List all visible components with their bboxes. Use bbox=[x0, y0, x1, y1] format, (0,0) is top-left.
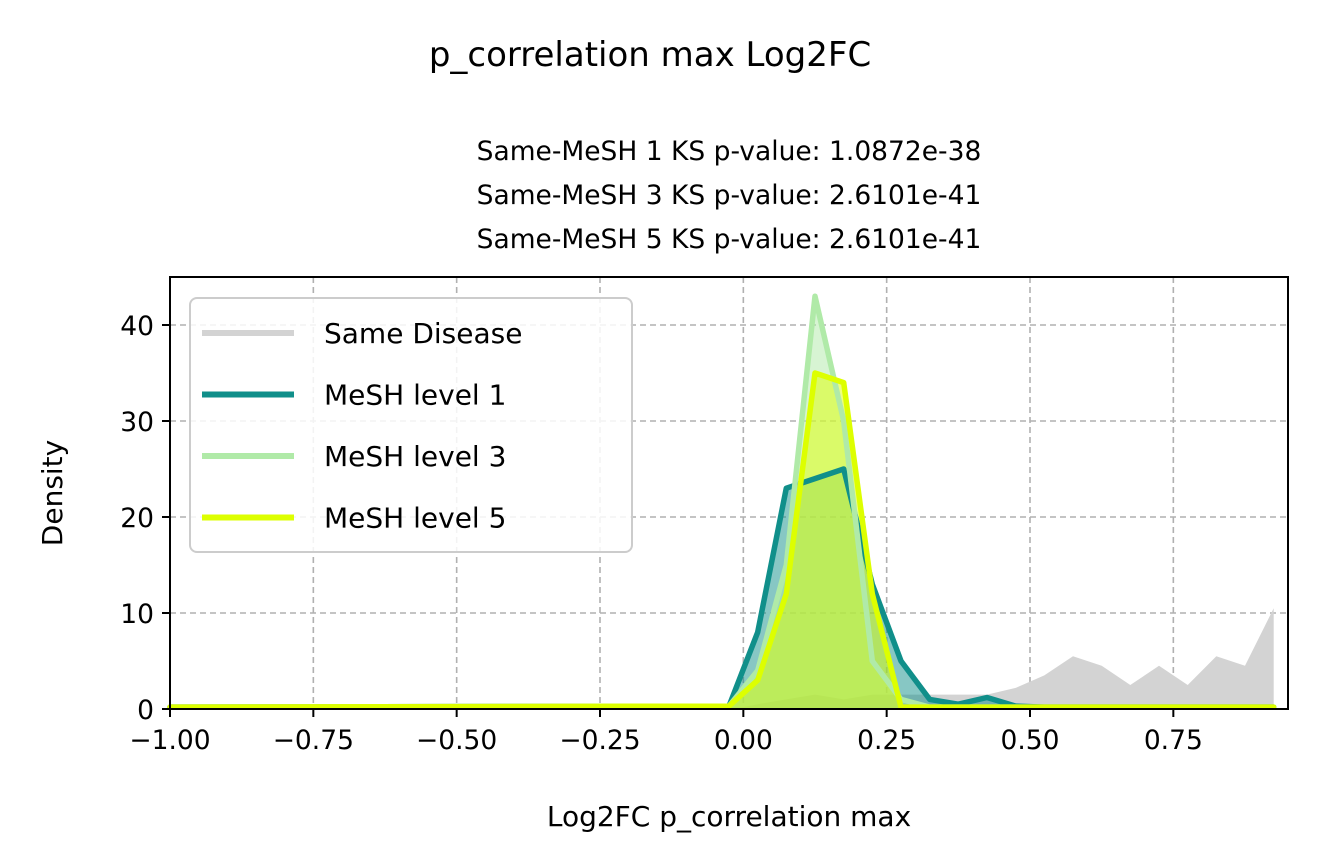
legend-items: Same Disease MeSH level 1 MeSH level 3 MeSH… bbox=[202, 317, 522, 535]
chart-subtitle-line-3: Same-MeSH 5 KS p-value: 2.6101e-41 bbox=[477, 224, 982, 255]
y-tick-label: 0 bbox=[137, 695, 154, 726]
x-axis-ticks: −1.00 −0.75 −0.50 −0.25 0.00 0.25 0.50 0.75 bbox=[129, 709, 1203, 756]
series-fill-same-disease bbox=[170, 608, 1274, 709]
y-axis-ticks: 0 10 20 30 40 bbox=[120, 311, 170, 726]
chart-subtitle-line-1: Same-MeSH 1 KS p-value: 1.0872e-38 bbox=[477, 136, 982, 167]
x-tick-label: 0.25 bbox=[857, 725, 916, 756]
legend-label-mesh-level-3: MeSH level 3 bbox=[324, 440, 506, 473]
chart-subtitle-line-2: Same-MeSH 3 KS p-value: 2.6101e-41 bbox=[477, 180, 982, 211]
density-fills bbox=[170, 296, 1274, 709]
series-line-mesh-level-3 bbox=[167, 293, 1277, 710]
density-lines bbox=[167, 293, 1277, 710]
y-tick-label: 40 bbox=[120, 311, 154, 342]
chart-title: p_correlation max Log2FC bbox=[429, 35, 871, 75]
x-tick-label: 0.75 bbox=[1144, 725, 1203, 756]
legend-label-mesh-level-5: MeSH level 5 bbox=[324, 502, 506, 535]
y-tick-label: 30 bbox=[120, 407, 154, 438]
x-tick-label: −0.75 bbox=[273, 725, 354, 756]
y-tick-label: 20 bbox=[120, 503, 154, 534]
x-tick-label: 0.50 bbox=[1000, 725, 1059, 756]
y-axis-label: Density bbox=[36, 440, 69, 546]
x-tick-label: 0.00 bbox=[714, 725, 773, 756]
plot-frame bbox=[169, 276, 1289, 710]
y-tick-label: 10 bbox=[120, 599, 154, 630]
legend-label-mesh-level-1: MeSH level 1 bbox=[324, 379, 506, 412]
x-tick-label: −0.50 bbox=[416, 725, 497, 756]
x-tick-label: −1.00 bbox=[129, 725, 210, 756]
legend-box bbox=[189, 297, 633, 553]
x-axis-label: Log2FC p_correlation max bbox=[547, 800, 911, 833]
series-line-mesh-level-5 bbox=[167, 370, 1277, 710]
x-tick-label: −0.25 bbox=[559, 725, 640, 756]
legend: Same Disease MeSH level 1 MeSH level 3 MeSH… bbox=[189, 297, 633, 553]
legend-label-same-disease: Same Disease bbox=[324, 317, 522, 350]
